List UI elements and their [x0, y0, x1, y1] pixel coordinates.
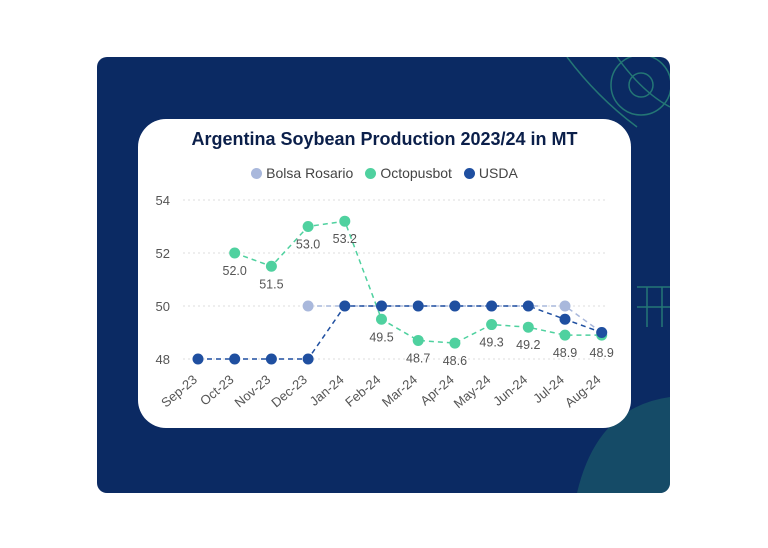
- data-point: [376, 313, 387, 325]
- data-point: [302, 300, 314, 312]
- data-point: [229, 353, 241, 365]
- x-tick-label: Aug-24: [562, 372, 604, 410]
- legend-label-bolsa-rosario: Bolsa Rosario: [266, 165, 354, 181]
- legend-swatch-octopusbot: [365, 167, 377, 179]
- data-point: [559, 300, 571, 312]
- data-point: [596, 327, 608, 338]
- series-line: [198, 305, 602, 360]
- data-label: 49.5: [369, 330, 393, 344]
- chart-card: Argentina Soybean Production 2023/24 in …: [138, 119, 631, 428]
- data-label: 48.7: [406, 351, 430, 365]
- data-label: 53.0: [296, 238, 320, 252]
- legend: Bolsa Rosario Octopusbot USDA: [138, 165, 631, 181]
- data-point: [559, 329, 571, 341]
- legend-label-octopusbot: Octopusbot: [380, 165, 452, 181]
- data-label: 52.0: [223, 264, 247, 278]
- legend-swatch-bolsa-rosario: [251, 167, 263, 179]
- data-point: [449, 337, 461, 349]
- decorative-pattern: [566, 57, 670, 493]
- data-label: 48.6: [443, 354, 467, 368]
- data-point: [265, 353, 277, 365]
- legend-item-bolsa-rosario[interactable]: Bolsa Rosario: [251, 165, 353, 181]
- data-point: [412, 334, 424, 346]
- x-tick-label: May-24: [451, 372, 494, 411]
- data-point: [339, 300, 351, 312]
- y-tick-label: 54: [156, 193, 170, 208]
- data-point: [229, 247, 241, 259]
- data-label: 49.2: [516, 338, 540, 352]
- data-point: [302, 221, 314, 232]
- data-point: [486, 300, 498, 312]
- x-tick-label: Dec-23: [268, 372, 310, 410]
- x-tick-label: Oct-23: [197, 372, 237, 409]
- x-tick-label: Sep-23: [158, 372, 200, 410]
- data-point: [376, 300, 387, 312]
- y-tick-label: 52: [156, 246, 170, 261]
- data-point: [339, 215, 351, 227]
- data-point: [412, 300, 424, 312]
- data-point: [522, 321, 534, 333]
- data-point: [449, 300, 461, 312]
- data-label: 51.5: [259, 277, 283, 291]
- legend-label-usda: USDA: [478, 165, 518, 181]
- data-label: 48.9: [553, 346, 577, 360]
- x-tick-label: Jan-24: [307, 372, 347, 409]
- data-point: [265, 260, 277, 272]
- data-label: 53.2: [333, 232, 357, 246]
- legend-item-octopusbot[interactable]: Octopusbot: [365, 165, 452, 181]
- data-label: 48.9: [590, 346, 614, 360]
- legend-item-usda[interactable]: USDA: [463, 165, 518, 181]
- x-tick-label: Feb-24: [342, 372, 383, 410]
- x-tick-label: Apr-24: [417, 372, 457, 409]
- series-line: [234, 220, 602, 344]
- x-tick-label: Mar-24: [379, 372, 420, 410]
- data-point: [302, 353, 314, 365]
- data-point: [522, 300, 534, 312]
- x-tick-label: Jun-24: [490, 372, 530, 409]
- chart-title: Argentina Soybean Production 2023/24 in …: [191, 129, 578, 149]
- y-tick-label: 50: [156, 299, 170, 314]
- data-point: [486, 319, 498, 331]
- legend-swatch-usda: [463, 167, 475, 179]
- plot-area: 48 50 52 54 Sep-23Oct-23Nov-23Dec-23Jan-24Fe…: [156, 193, 614, 411]
- data-point: [559, 313, 571, 325]
- data-point: [192, 353, 204, 365]
- data-label: 49.3: [479, 336, 503, 350]
- x-tick-label: Nov-23: [232, 372, 274, 410]
- y-tick-label: 48: [156, 352, 170, 367]
- x-tick-label: Jul-24: [530, 372, 567, 406]
